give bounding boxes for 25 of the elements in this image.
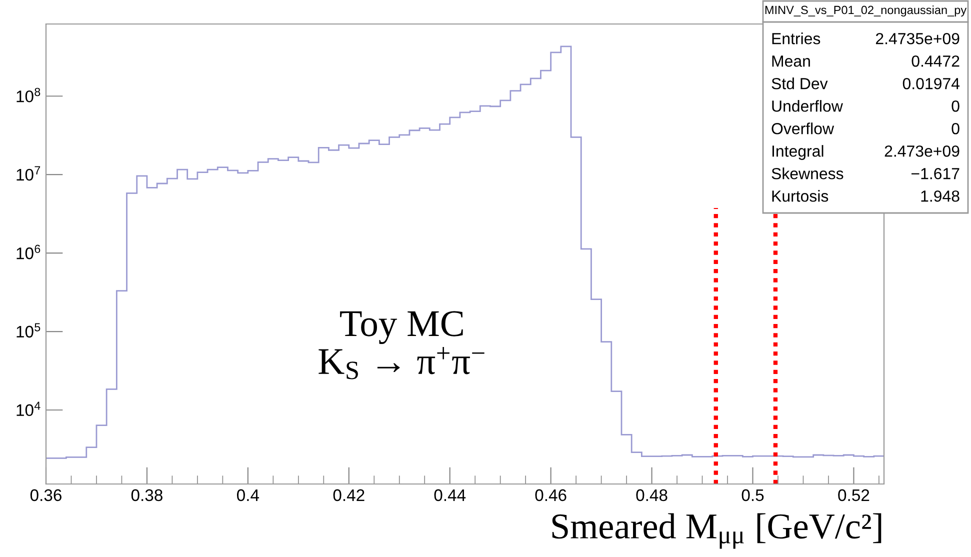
x-axis-title: Smeared M$_{μμ}$ [GeV/c²] — [552, 513, 882, 549]
text: Kurtosis 1.948 — [772, 190, 960, 202]
x-tick-label: 0.4 — [236, 489, 260, 502]
x-tick-label: 0.52 — [838, 489, 870, 502]
y-tick-label: 10$^{4}$ — [16, 402, 40, 416]
x-tick-label: 0.46 — [535, 489, 566, 502]
text: Underflow 0 — [772, 100, 960, 112]
text: Integral 2.473e+09 — [772, 145, 960, 160]
x-tick-label: 0.38 — [131, 489, 162, 502]
text: Mean 0.4472 — [772, 55, 960, 67]
x-tick-label: 0.44 — [434, 489, 466, 502]
text: MINV_S_vs_P01_02_nongaussian_py — [765, 6, 967, 16]
y-tick-label: 10$^{6}$ — [16, 244, 40, 260]
x-tick-label: 0.5 — [742, 489, 764, 502]
x-tick-label: 0.48 — [636, 489, 668, 502]
annotation: Toy MC K$_{S}$ → π$^{+}$π$^{−}$ — [318, 311, 484, 380]
text: Entries 2.4735e+09 — [772, 32, 960, 44]
y-tick-label: 10$^{8}$ — [16, 88, 40, 102]
text: Overflow 0 — [772, 122, 960, 134]
y-tick-label: 10$^{7}$ — [16, 166, 40, 181]
text: Skewness −1.617 — [772, 168, 960, 180]
y-tick-label: 10$^{5}$ — [16, 323, 40, 338]
x-tick-label: 0.42 — [333, 489, 364, 502]
x-tick-label: 0.36 — [30, 489, 62, 502]
text: Std Dev 0.01974 — [772, 78, 960, 90]
